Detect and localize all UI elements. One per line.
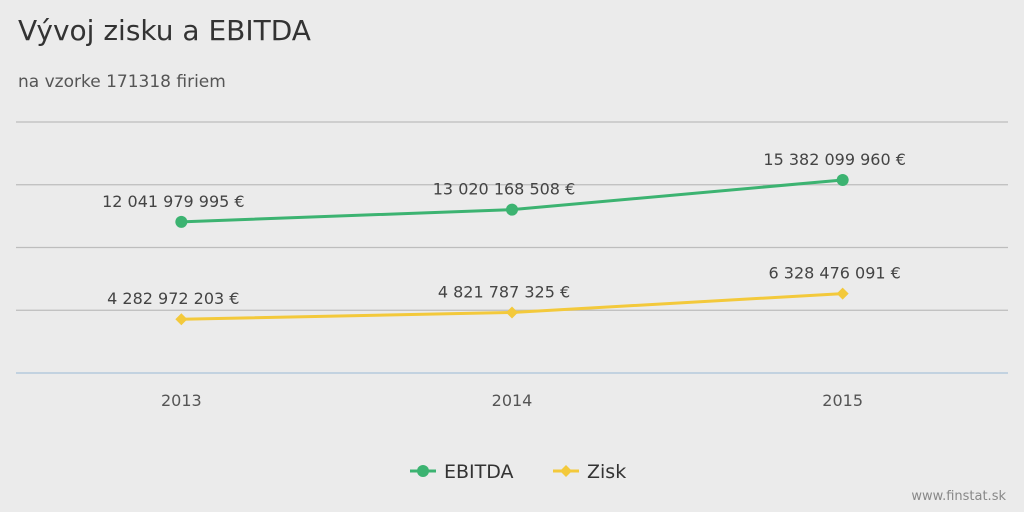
data-labels: 12 041 979 995 € 13 020 168 508 € 15 382 0… [102,150,906,308]
data-point-ebitda [506,203,518,216]
legend-item-zisk[interactable]: Zisk [553,461,626,483]
data-label-ebitda: 15 382 099 960 € [763,150,906,169]
legend[interactable]: EBITDA Zisk [410,461,626,483]
data-label-zisk: 6 328 476 091 € [769,264,901,283]
data-label-ebitda: 12 041 979 995 € [102,192,245,211]
legend-label-ebitda: EBITDA [444,461,514,483]
data-label-zisk: 4 821 787 325 € [438,282,570,301]
x-tick-label: 2014 [492,391,533,410]
data-point-ebitda [175,215,188,228]
data-point-zisk [175,313,188,326]
data-label-ebitda: 13 020 168 508 € [433,180,576,199]
chart-title: Vývoj zisku a EBITDA [18,14,311,47]
legend-item-ebitda[interactable]: EBITDA [410,461,514,483]
legend-circle-icon [417,465,429,477]
credit-link[interactable]: www.finstat.sk [911,489,1006,504]
legend-diamond-icon [560,465,572,477]
series-lines [175,173,849,326]
data-point-zisk [506,306,518,319]
data-point-zisk [836,287,849,300]
x-tick-label: 2013 [161,391,202,410]
data-point-ebitda [836,173,849,186]
data-label-zisk: 4 282 972 203 € [107,289,239,308]
chart-subtitle: na vzorke 171318 firiem [18,72,226,92]
legend-label-zisk: Zisk [587,461,626,483]
x-axis-ticks: 2013 2014 2015 [161,391,863,410]
x-tick-label: 2015 [822,391,863,410]
